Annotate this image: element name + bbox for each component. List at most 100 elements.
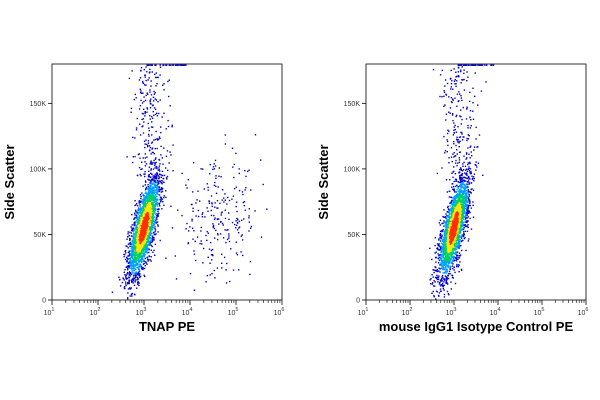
data-point <box>143 274 145 276</box>
data-point <box>148 223 150 225</box>
data-point <box>137 205 139 207</box>
data-point <box>245 187 247 189</box>
data-point <box>127 268 129 270</box>
data-point <box>464 219 466 221</box>
data-point <box>244 189 246 191</box>
data-point <box>210 254 213 256</box>
data-point <box>221 211 223 213</box>
data-point <box>136 216 138 219</box>
data-point <box>151 240 154 243</box>
data-point <box>462 163 464 165</box>
data-point <box>152 179 154 181</box>
data-point <box>460 220 463 222</box>
data-point <box>147 210 149 212</box>
data-point <box>462 216 464 219</box>
data-point <box>131 224 133 226</box>
data-point <box>152 192 154 195</box>
data-point <box>125 274 127 276</box>
data-point <box>156 203 159 205</box>
data-point <box>157 76 159 79</box>
data-point <box>171 227 174 229</box>
data-point <box>135 241 137 243</box>
y-tick-label: 100K <box>30 166 47 173</box>
data-point <box>187 242 190 244</box>
data-point <box>134 274 137 277</box>
data-point <box>150 172 152 174</box>
data-point <box>150 218 152 220</box>
data-point <box>147 212 149 214</box>
data-point <box>146 71 148 73</box>
data-point <box>463 231 465 233</box>
data-point <box>464 211 466 213</box>
data-point <box>133 270 135 272</box>
data-point <box>140 225 142 227</box>
data-point <box>137 251 139 253</box>
data-point <box>143 140 146 142</box>
data-point <box>136 235 139 237</box>
data-point <box>163 174 166 177</box>
data-point <box>146 196 149 198</box>
x-axis: 101 102 103 104 105 106 <box>44 300 284 317</box>
data-point <box>232 166 234 168</box>
data-point <box>142 92 144 94</box>
data-point <box>147 199 149 201</box>
data-point <box>129 266 131 269</box>
data-point <box>458 196 460 199</box>
data-point <box>447 223 449 226</box>
y-tick-label: 150K <box>30 101 47 108</box>
data-point <box>230 248 232 250</box>
data-point <box>136 256 138 258</box>
data-point <box>127 283 129 285</box>
data-point <box>221 222 224 225</box>
data-point <box>457 201 460 204</box>
data-point <box>150 229 152 231</box>
data-point <box>465 220 468 222</box>
data-point <box>448 239 450 242</box>
data-point <box>145 139 147 141</box>
data-point <box>131 161 134 164</box>
data-point <box>454 271 456 274</box>
data-point <box>142 113 144 115</box>
data-point <box>157 101 159 103</box>
data-point <box>143 243 145 245</box>
data-point <box>168 95 170 98</box>
data-point <box>151 186 153 189</box>
data-point <box>161 174 164 177</box>
data-point <box>456 252 458 254</box>
data-point <box>130 260 132 262</box>
data-point <box>467 226 469 229</box>
data-point <box>452 206 454 209</box>
data-point <box>146 235 149 237</box>
data-point <box>451 276 454 279</box>
data-point <box>124 287 126 290</box>
data-point <box>146 230 149 233</box>
data-point <box>467 198 470 200</box>
data-point <box>151 206 153 208</box>
data-point <box>462 211 464 213</box>
data-point <box>134 252 136 254</box>
data-point <box>155 184 157 186</box>
data-point <box>221 267 223 269</box>
data-point <box>124 258 127 261</box>
data-point <box>150 199 153 201</box>
data-point <box>134 293 136 296</box>
data-point <box>132 279 134 281</box>
data-point <box>214 277 216 279</box>
data-point <box>151 183 153 186</box>
data-point <box>212 166 215 168</box>
data-point <box>157 169 159 171</box>
data-point <box>155 200 158 202</box>
data-point <box>143 121 145 123</box>
data-point <box>207 186 209 189</box>
data-point <box>235 152 237 155</box>
data-point <box>139 223 141 226</box>
data-point <box>130 263 132 266</box>
data-point <box>464 180 467 182</box>
data-point <box>147 79 149 81</box>
data-point <box>129 257 131 260</box>
data-point <box>445 282 447 285</box>
data-point <box>149 240 151 243</box>
data-point <box>129 239 131 241</box>
data-point <box>450 281 452 283</box>
data-point <box>130 273 133 276</box>
